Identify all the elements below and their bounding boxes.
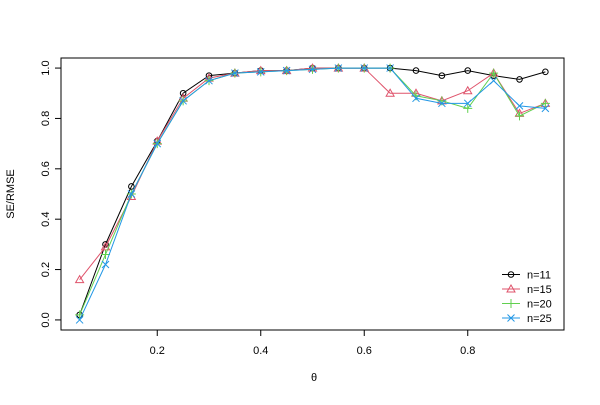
point [100,241,111,251]
legend-marker [507,271,515,278]
point [101,249,111,259]
point [75,310,85,320]
legend-marker [506,283,516,293]
point [256,67,265,76]
plot-box [60,57,565,331]
point [127,190,136,198]
point [489,76,498,85]
point [179,96,187,105]
point [101,260,110,269]
legend-label: n=11 [527,270,551,282]
y-tick-label: 0.6 [40,161,52,176]
point [464,67,472,74]
point [334,64,343,72]
series-line [79,67,546,321]
point [540,98,550,108]
point [74,274,85,284]
series-line [79,67,546,316]
point [205,76,213,85]
point [438,72,446,79]
legend-marker [506,299,516,308]
series-line [79,67,546,316]
point [308,65,317,74]
point [438,99,446,108]
point [231,69,239,77]
point [462,85,473,95]
x-tick-label: 0.8 [460,345,475,357]
point [179,89,187,97]
x-tick-label: 0.2 [150,345,165,357]
point [541,104,550,113]
point [514,111,524,121]
y-tick-label: 0.8 [40,111,52,126]
point [153,139,162,148]
point [412,94,420,103]
point [360,64,369,72]
series-line [79,67,546,280]
legend-label: n=20 [527,299,552,311]
point [282,66,291,75]
legend-marker [507,314,515,322]
x-tick-label: 0.6 [357,345,372,357]
y-tick-label: 0.4 [40,212,52,227]
legend-label: n=15 [527,284,552,296]
y-tick-label: 1.0 [40,60,52,75]
point [75,316,84,324]
point [489,68,499,78]
point [463,99,472,108]
x-tick-label: 0.4 [253,345,268,357]
legend-label: n=25 [527,313,552,325]
point [463,103,473,113]
point [386,64,394,72]
point [542,68,549,76]
x-axis-label: θ [311,372,317,384]
point [412,67,420,74]
y-tick-label: 0.2 [40,262,52,277]
y-tick-label: 0.0 [40,312,52,327]
point [128,183,135,190]
point [516,76,523,83]
point [385,88,395,97]
point [515,101,524,110]
y-axis-label: SE/RMSE [5,169,17,219]
